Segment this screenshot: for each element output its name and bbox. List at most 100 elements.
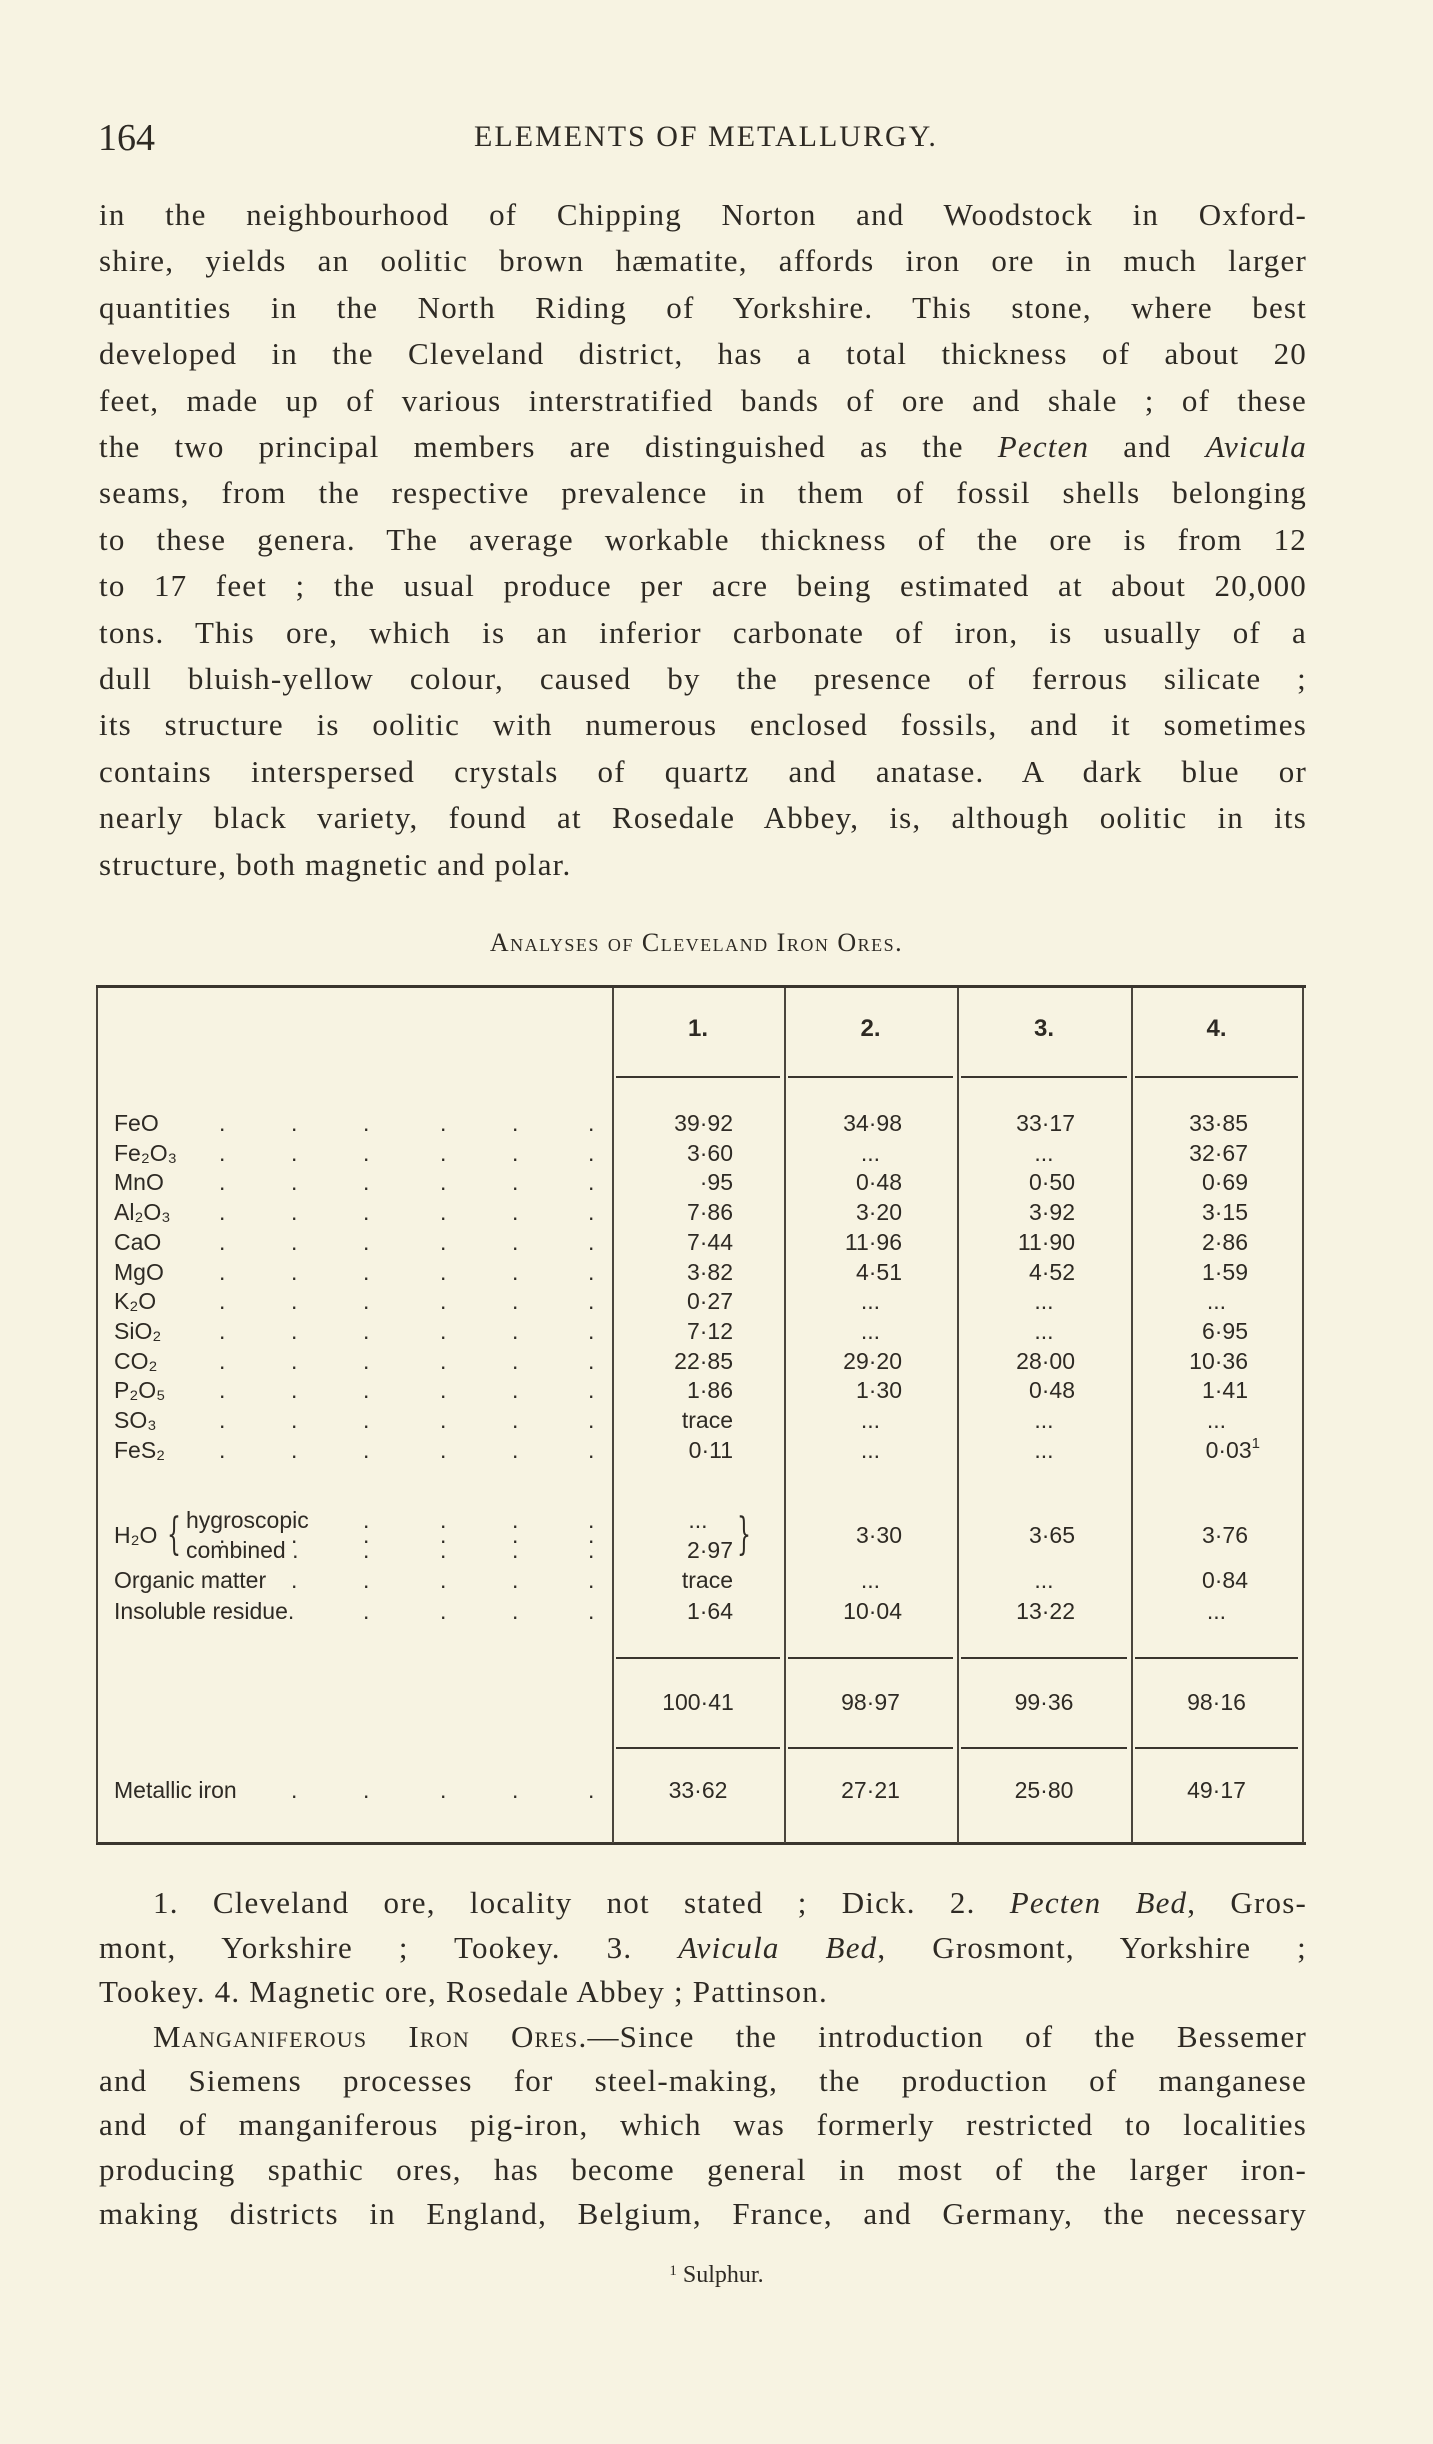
leader-dot: . — [512, 1377, 519, 1404]
text-run: and Siemens processes for steel-making, … — [99, 2063, 1307, 2099]
text-run: making districts in England, Belgium, Fr… — [99, 2195, 1307, 2231]
text-line: quantities in the North Riding of Yorksh… — [99, 288, 1307, 328]
table-cell: 99·36 — [1014, 1689, 1074, 1715]
leader-dot: . — [219, 1347, 226, 1374]
leader-dot: . — [440, 1317, 447, 1344]
table-cell: 0·11 — [688, 1436, 733, 1463]
table-cell: 4·52 — [1028, 1258, 1075, 1285]
leader-dot: . — [219, 1377, 226, 1404]
note-line: mont, Yorkshire ; Tookey. 3. Avicula Bed… — [99, 1928, 1307, 1968]
text-run: tons. This ore, which is an inferior car… — [99, 614, 1307, 650]
italic-term: Pecten — [997, 429, 1090, 464]
leader-dot: . — [588, 1317, 595, 1344]
row-label: Al₂O₃ — [114, 1199, 171, 1226]
leader-dot: . — [440, 1598, 447, 1624]
text-run: Tookey. 4. Magnetic ore, Rosedale Abbey … — [99, 1974, 828, 2009]
table-cell: ... — [1206, 1407, 1227, 1433]
leader-dot: . — [363, 1317, 370, 1344]
leader-dot: . — [440, 1228, 447, 1255]
leader-dot: . — [440, 1377, 447, 1404]
table-cell: ... — [860, 1288, 881, 1315]
table-cell: 3·76 — [1201, 1522, 1248, 1548]
table-cell: 2·86 — [1201, 1228, 1248, 1255]
row-label: Metallic iron — [114, 1777, 237, 1803]
table-cell: 1·41 — [1201, 1377, 1248, 1404]
text-run: in the neighbourhood of Chipping Norton … — [99, 197, 1307, 232]
leader-dot: . — [440, 1139, 447, 1166]
text-line: seams, from the respective prevalence in… — [99, 473, 1307, 513]
rule — [961, 1657, 1127, 1659]
leader-dot: . — [588, 1169, 595, 1196]
leader-dot: . — [588, 1199, 595, 1226]
table-cell: 11·90 — [1017, 1228, 1075, 1255]
row-label: H₂O — [114, 1522, 158, 1548]
leader-dot: . — [512, 1228, 519, 1255]
leader-dot: . — [363, 1407, 370, 1433]
leader-dot: . — [440, 1258, 447, 1285]
leader-dot: . — [440, 1537, 447, 1563]
text-line: tons. This ore, which is an inferior car… — [99, 613, 1307, 653]
text-run: quantities in the North Riding of Yorksh… — [99, 289, 1307, 325]
table-cell: 1·30 — [855, 1377, 902, 1404]
column-rule — [1302, 988, 1304, 1843]
table-cell: 0·48 — [1028, 1377, 1075, 1404]
text-run: the two principal members are distinguis… — [99, 429, 998, 464]
table-cell: 22·85 — [674, 1347, 733, 1374]
row-label: K₂O — [114, 1288, 157, 1315]
text-run: —Since the introduction of the Bessemer — [587, 2019, 1307, 2054]
leader-dot: . — [291, 1228, 298, 1255]
leader-dot: . — [588, 1567, 595, 1593]
rule — [96, 985, 1306, 988]
rule — [961, 1076, 1127, 1078]
leader-dot: . — [512, 1169, 519, 1196]
leader-dot: . — [512, 1288, 519, 1315]
table-cell: ... — [1034, 1288, 1054, 1315]
table-cell: ... — [1034, 1436, 1054, 1463]
row-label: Insoluble residue. — [114, 1598, 295, 1624]
leader-dot: . — [440, 1199, 447, 1226]
note-line: 1. Cleveland ore, locality not stated ; … — [153, 1883, 1307, 1923]
row-label: Fe₂O₃ — [114, 1139, 178, 1166]
leader-dot: . — [363, 1228, 370, 1255]
column-header: 1. — [687, 1015, 708, 1042]
leader-dot: . — [588, 1598, 595, 1624]
table-cell: ... — [860, 1407, 881, 1433]
table-cell: ... — [860, 1139, 881, 1166]
leader-dot: . — [363, 1169, 370, 1196]
leader-dot: . — [363, 1347, 370, 1374]
row-label: FeS₂ — [114, 1436, 166, 1463]
leader-dot: . — [440, 1507, 447, 1533]
table-cell: trace — [681, 1567, 733, 1593]
row-label: MnO — [114, 1169, 164, 1196]
text-line: to 17 feet ; the usual produce per acre … — [99, 566, 1307, 606]
leader-dot: . — [363, 1777, 370, 1803]
leader-dot: . — [291, 1377, 298, 1404]
leader-dot: . — [291, 1169, 298, 1196]
text-line: producing spathic ores, has become gener… — [99, 2150, 1307, 2190]
text-line: shire, yields an oolitic brown hæmatite,… — [99, 241, 1307, 281]
table-cell: 98·97 — [841, 1689, 900, 1715]
leader-dot: . — [363, 1522, 370, 1548]
table-cell: 7·12 — [686, 1317, 733, 1344]
column-rule — [1131, 988, 1133, 1843]
table-cell: 49·17 — [1187, 1777, 1246, 1803]
leader-dot: . — [440, 1567, 447, 1593]
text-run: its structure is oolitic with numerous e… — [99, 707, 1307, 743]
text-line: and Siemens processes for steel-making, … — [99, 2061, 1307, 2101]
footnote-text: Sulphur. — [682, 2262, 764, 2288]
table-cell: ... — [860, 1567, 881, 1593]
leader-dot: . — [512, 1317, 519, 1344]
leader-dot: . — [512, 1537, 519, 1563]
table-cell: 3·20 — [855, 1199, 902, 1226]
table-cell: 1·64 — [686, 1598, 733, 1624]
leader-dot: . — [363, 1377, 370, 1404]
text-line: developed in the Cleveland district, has… — [99, 334, 1307, 374]
table-cell: 0·031 — [1205, 1434, 1260, 1463]
leader-dot: . — [219, 1110, 226, 1136]
text-run: dull bluish-yellow colour, caused by the… — [99, 661, 1307, 696]
table-cell: 4·51 — [855, 1258, 902, 1285]
text-line: making districts in England, Belgium, Fr… — [99, 2194, 1307, 2234]
table-cell: 0·48 — [855, 1169, 902, 1196]
running-title: ELEMENTS OF METALLURGY. — [474, 120, 938, 153]
text-line: the two principal members are distinguis… — [99, 427, 1307, 467]
